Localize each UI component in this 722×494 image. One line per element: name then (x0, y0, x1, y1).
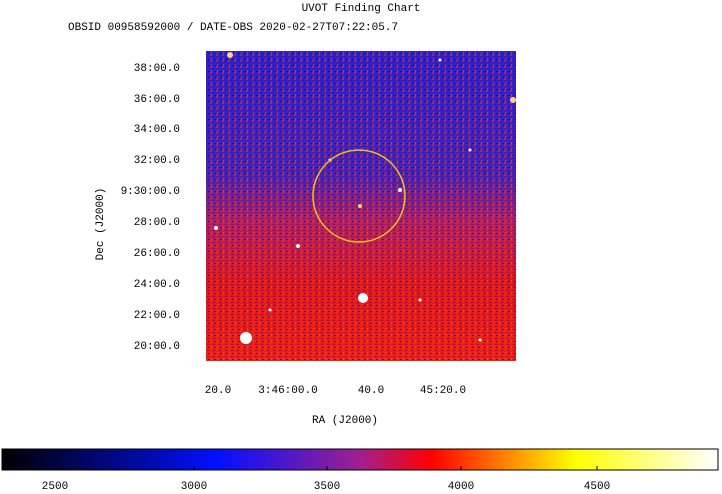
colorbar (1, 448, 719, 471)
y-tick-label: 24:00.0 (134, 279, 180, 291)
y-tick-label: 36:00.0 (134, 94, 180, 106)
y-tick-label: 32:00.0 (134, 155, 180, 167)
sky-image (206, 51, 516, 361)
colorbar-tick-label: 2500 (42, 481, 68, 489)
subtitle: OBSID 00958592000 / DATE-OBS 2020-02-27T… (68, 22, 398, 34)
y-tick-label: 28:00.0 (134, 217, 180, 229)
x-axis-label: RA (J2000) (312, 415, 378, 427)
title: UVOT Finding Chart (302, 3, 421, 15)
source-circle (312, 149, 406, 243)
x-tick-label: 20.0 (205, 385, 231, 397)
y-tick-label: 9:30:00.0 (121, 186, 180, 198)
y-axis-label: Dec (J2000) (95, 188, 107, 261)
colorbar-tick-label: 3500 (314, 481, 340, 489)
y-tick-label: 34:00.0 (134, 124, 180, 136)
colorbar-tick-label: 4500 (584, 481, 610, 489)
y-tick-label: 38:00.0 (134, 63, 180, 75)
colorbar-tick-label: 3000 (181, 481, 207, 489)
y-tick-label: 26:00.0 (134, 248, 180, 260)
colorbar-tick-label: 4000 (448, 481, 474, 489)
x-tick-label: 45:20.0 (420, 385, 466, 397)
x-tick-label: 3:46:00.0 (258, 385, 317, 397)
y-tick-label: 22:00.0 (134, 310, 180, 322)
x-tick-label: 40.0 (358, 385, 384, 397)
y-tick-label: 20:00.0 (134, 341, 180, 353)
